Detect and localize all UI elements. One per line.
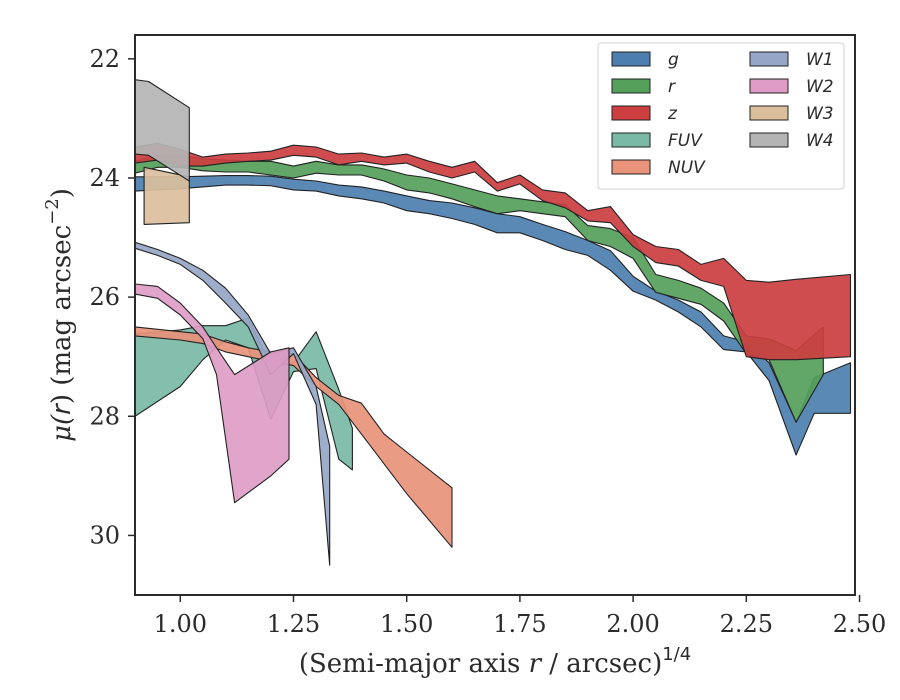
band-g [135,175,852,456]
legend-label-w1: W1 [806,50,834,70]
x-axis-label: (Semi-major axis r / arcsec)1/4 [299,644,691,679]
y-tick-label: 24 [89,164,120,192]
y-tick-label: 26 [89,283,120,311]
legend-label-w4: W4 [806,131,834,151]
band-w2 [135,283,290,504]
legend-label-fuv: FUV [668,131,703,151]
x-tick-label: 1.25 [267,610,320,638]
legend-label-nuv: NUV [668,158,706,178]
x-tick-label: 1.75 [493,610,546,638]
y-axis: 22 24 26 28 30 [89,45,135,549]
y-tick-label: 28 [89,402,120,430]
legend-swatch-z [611,105,651,121]
x-tick-label: 2.00 [606,610,659,638]
y-tick-label: 30 [89,521,120,549]
x-tick-label: 2.50 [833,610,886,638]
legend-swatch-nuv [611,159,651,175]
legend-swatch-w4 [749,132,789,148]
band-nuv [135,326,453,548]
x-tick-label: 2.25 [720,610,773,638]
band-w1 [135,241,331,566]
band-w4 [135,79,190,182]
legend-label-w3: W3 [806,104,834,124]
legend-label-z: z [667,104,678,124]
x-axis: 1.00 1.25 1.50 1.75 2.00 2.25 2.50 [154,595,886,638]
y-axis-label: μ(r) (mag arcsec−2) [42,188,77,442]
legend: grz FUV NUV W1 W2 W3 W4 [597,42,845,190]
legend-label-r: r [668,77,676,97]
x-tick-label: 1.50 [380,610,433,638]
x-tick-label: 1.00 [154,610,207,638]
legend-swatch-w1 [749,51,789,67]
legend-label-g: g [668,50,679,70]
y-tick-label: 22 [89,45,120,73]
legend-swatch-w2 [749,78,789,94]
band-r [135,154,824,423]
legend-swatch-fuv [611,132,651,148]
legend-swatch-r [611,78,651,94]
legend-swatch-g [611,51,651,67]
band-w3 [143,166,190,225]
band-z [135,142,852,361]
series-bands [135,79,852,566]
plot-frame [134,34,856,596]
legend-label-w2: W2 [806,77,834,97]
legend-swatch-w3 [749,105,789,121]
